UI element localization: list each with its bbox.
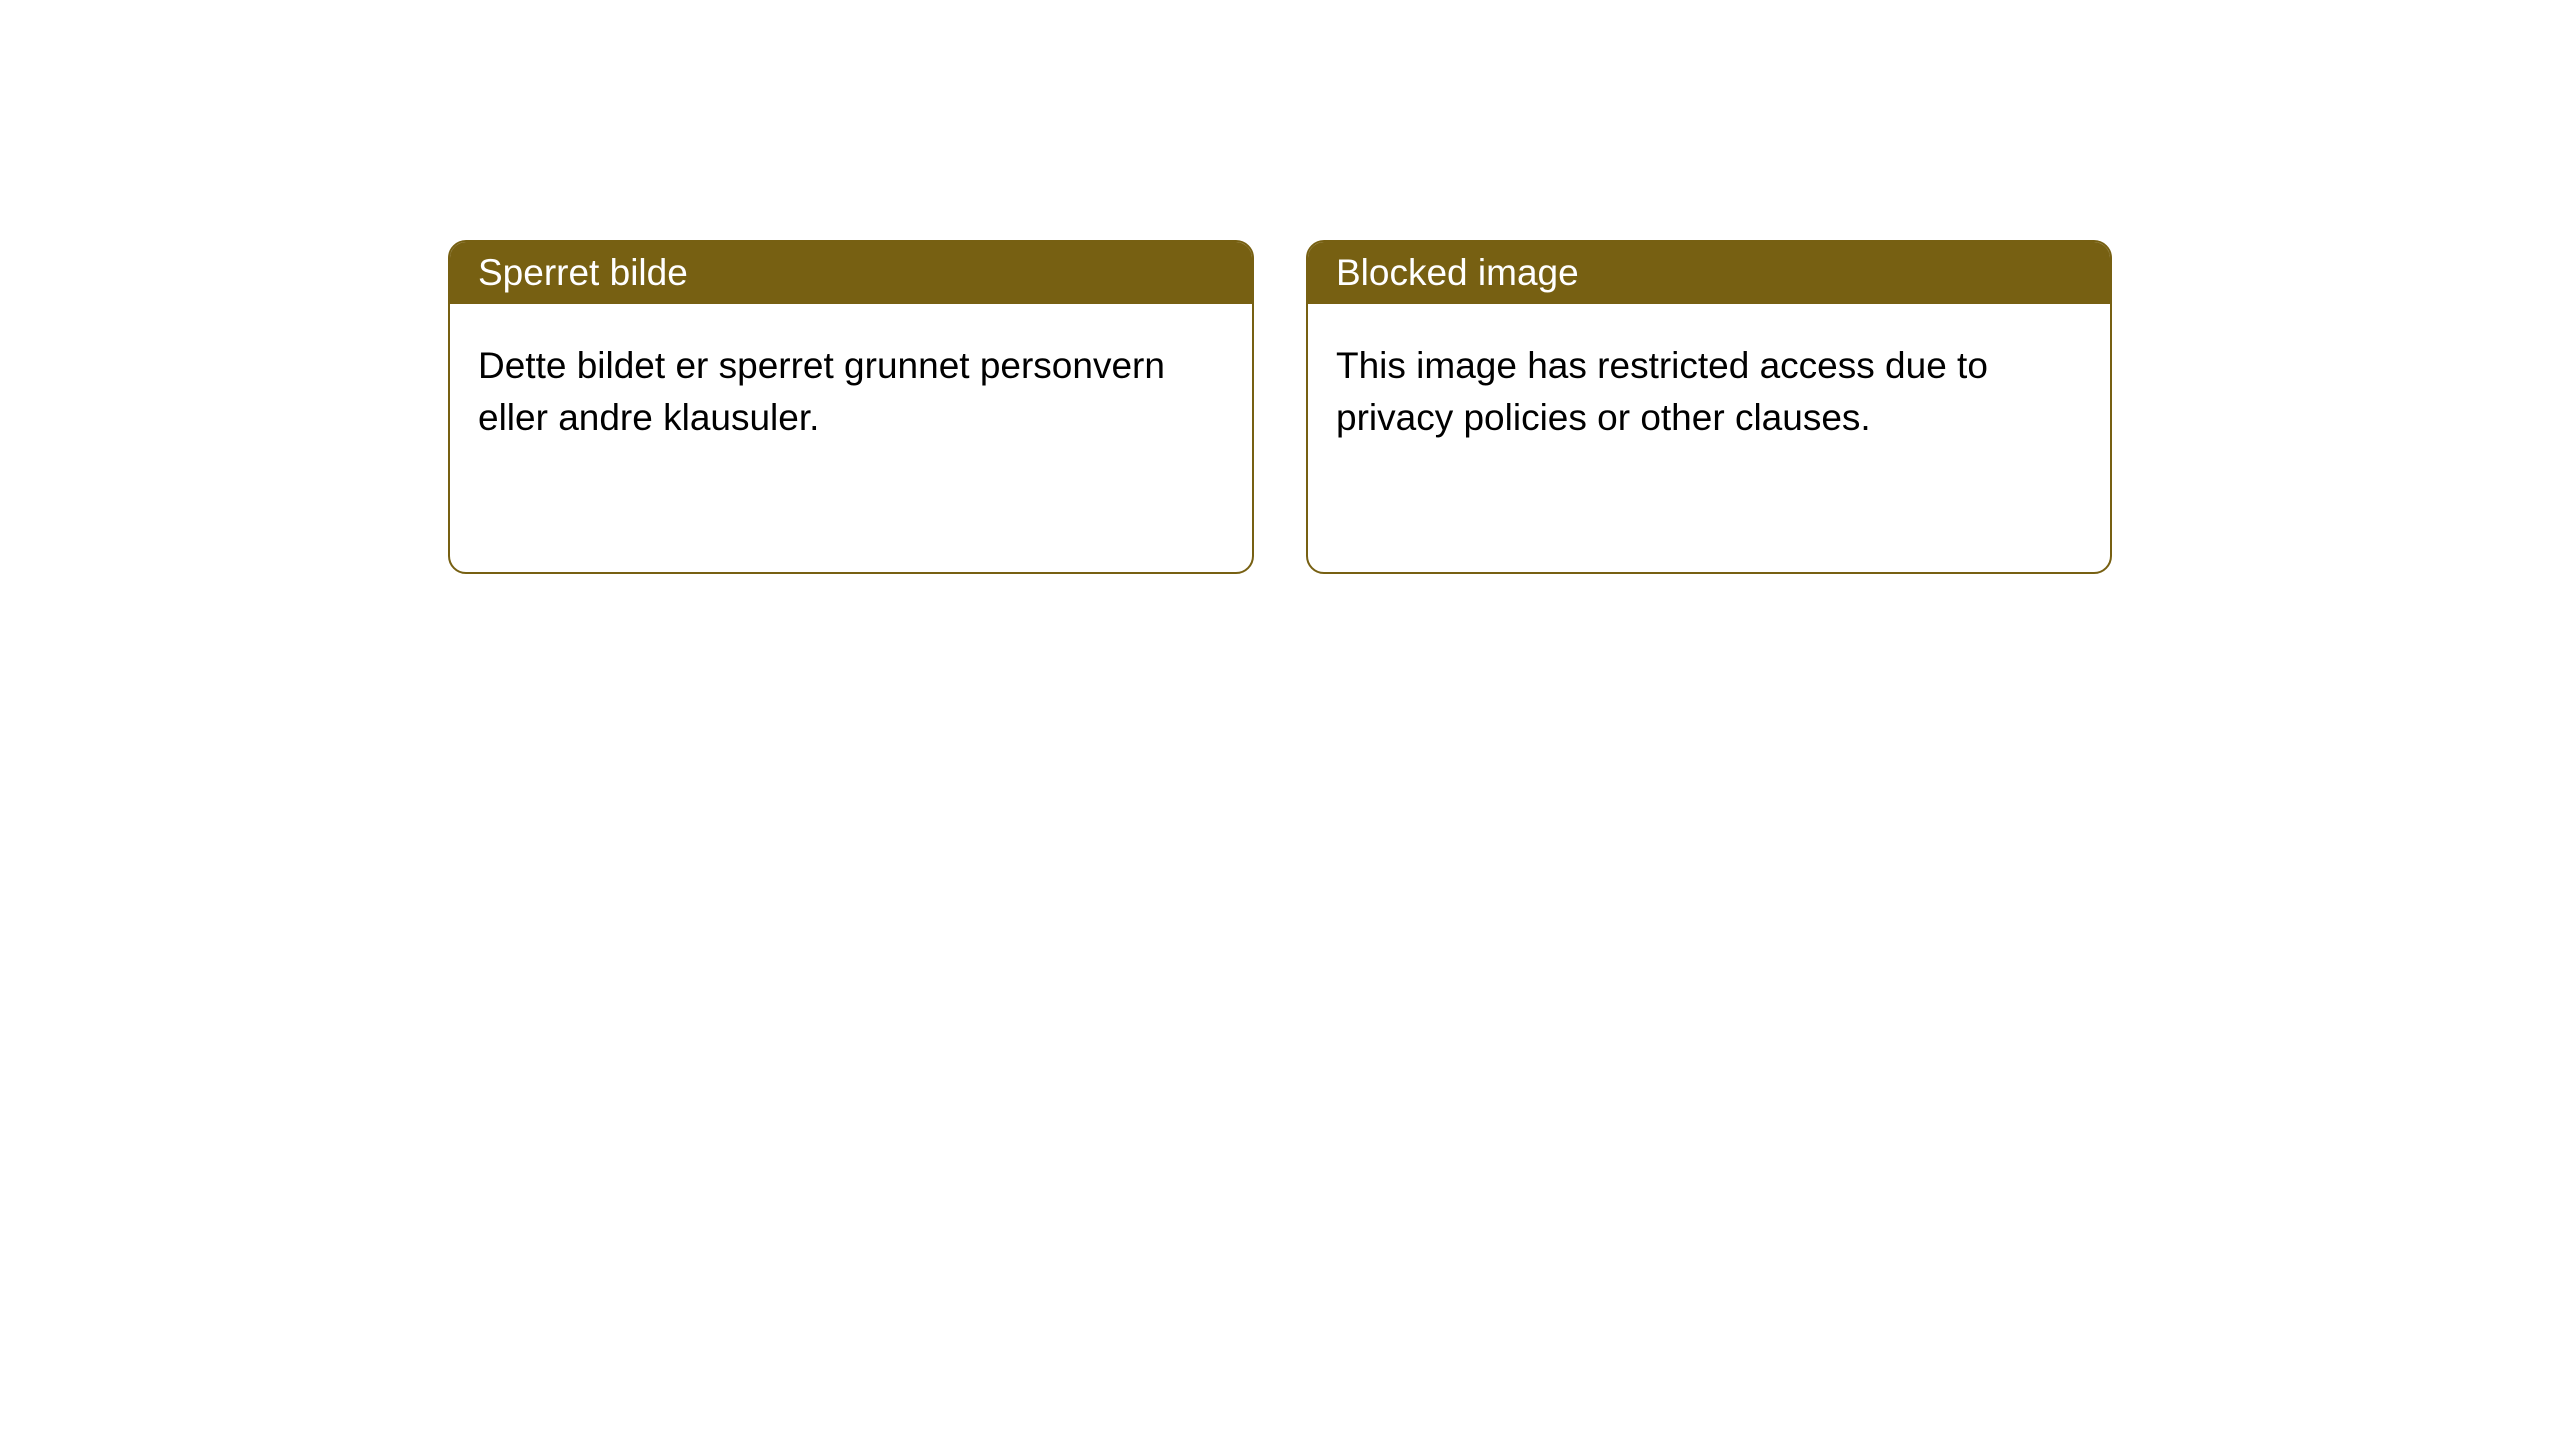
card-body: This image has restricted access due to … [1308, 304, 2110, 480]
card-title: Blocked image [1336, 252, 1579, 293]
blocked-image-card-en: Blocked image This image has restricted … [1306, 240, 2112, 574]
blocked-image-card-no: Sperret bilde Dette bildet er sperret gr… [448, 240, 1254, 574]
card-header: Blocked image [1308, 242, 2110, 304]
cards-container: Sperret bilde Dette bildet er sperret gr… [0, 0, 2560, 574]
card-body: Dette bildet er sperret grunnet personve… [450, 304, 1252, 480]
card-header: Sperret bilde [450, 242, 1252, 304]
card-message: Dette bildet er sperret grunnet personve… [478, 345, 1165, 438]
card-message: This image has restricted access due to … [1336, 345, 1988, 438]
card-title: Sperret bilde [478, 252, 688, 293]
